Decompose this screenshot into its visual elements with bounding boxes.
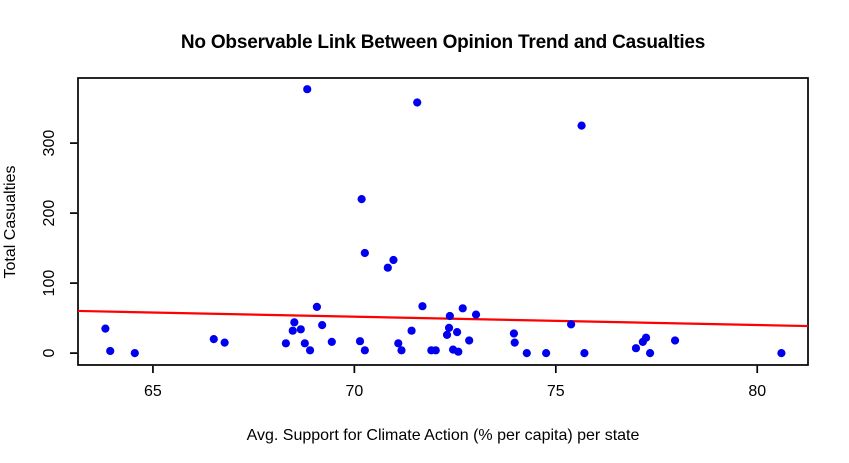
data-point (442, 330, 452, 339)
data-point (288, 326, 297, 335)
data-point (407, 326, 416, 335)
data-point (397, 346, 406, 355)
data-point (522, 349, 531, 358)
data-point (645, 349, 655, 358)
data-point (413, 98, 422, 107)
data-point (290, 318, 299, 327)
data-point (130, 349, 139, 358)
data-point (360, 346, 369, 355)
x-tick-label: 75 (547, 383, 565, 400)
data-point (458, 304, 467, 313)
data-point (394, 339, 403, 348)
y-axis-label: Total Casualties (2, 165, 19, 279)
data-point (318, 321, 327, 330)
data-point (509, 329, 519, 338)
x-tick-label: 65 (144, 383, 162, 400)
data-point (577, 121, 586, 130)
data-point (303, 85, 312, 94)
data-point (445, 311, 454, 321)
y-tick-label: 100 (41, 270, 58, 297)
data-point (454, 347, 463, 356)
data-point (542, 349, 551, 358)
data-point (465, 336, 474, 345)
y-tick-label: 0 (41, 349, 58, 358)
data-point (418, 302, 427, 311)
data-point (453, 328, 462, 337)
data-point (510, 338, 519, 347)
data-point (209, 335, 218, 344)
data-point (106, 346, 115, 356)
x-tick-label: 70 (345, 383, 363, 400)
y-axis-label-wrap: Total Casualties (0, 0, 19, 463)
data-point (431, 346, 440, 355)
data-point (357, 195, 366, 204)
regression-line (77, 309, 809, 328)
data-point (281, 339, 290, 348)
data-point (567, 320, 576, 329)
data-point (383, 263, 392, 272)
data-point (296, 325, 305, 334)
y-tick-label: 300 (41, 130, 58, 157)
data-point (631, 344, 641, 353)
data-point (300, 339, 309, 348)
data-point (101, 324, 110, 333)
data-point (444, 323, 454, 332)
data-point (389, 255, 398, 265)
data-point (312, 302, 322, 311)
plot-box (77, 77, 809, 366)
x-tick-label: 80 (748, 383, 766, 400)
data-point (471, 310, 481, 319)
y-tick-label: 200 (41, 200, 58, 227)
data-point (580, 349, 589, 358)
data-point (777, 349, 786, 358)
data-point (670, 336, 680, 345)
data-point (355, 337, 365, 346)
data-point (641, 333, 651, 342)
data-point (220, 338, 229, 347)
data-point (360, 248, 369, 258)
data-point (327, 337, 336, 346)
x-axis-label: Avg. Support for Climate Action (% per c… (246, 427, 640, 444)
chart-title: No Observable Link Between Opinion Trend… (180, 32, 706, 53)
data-point (305, 346, 315, 355)
